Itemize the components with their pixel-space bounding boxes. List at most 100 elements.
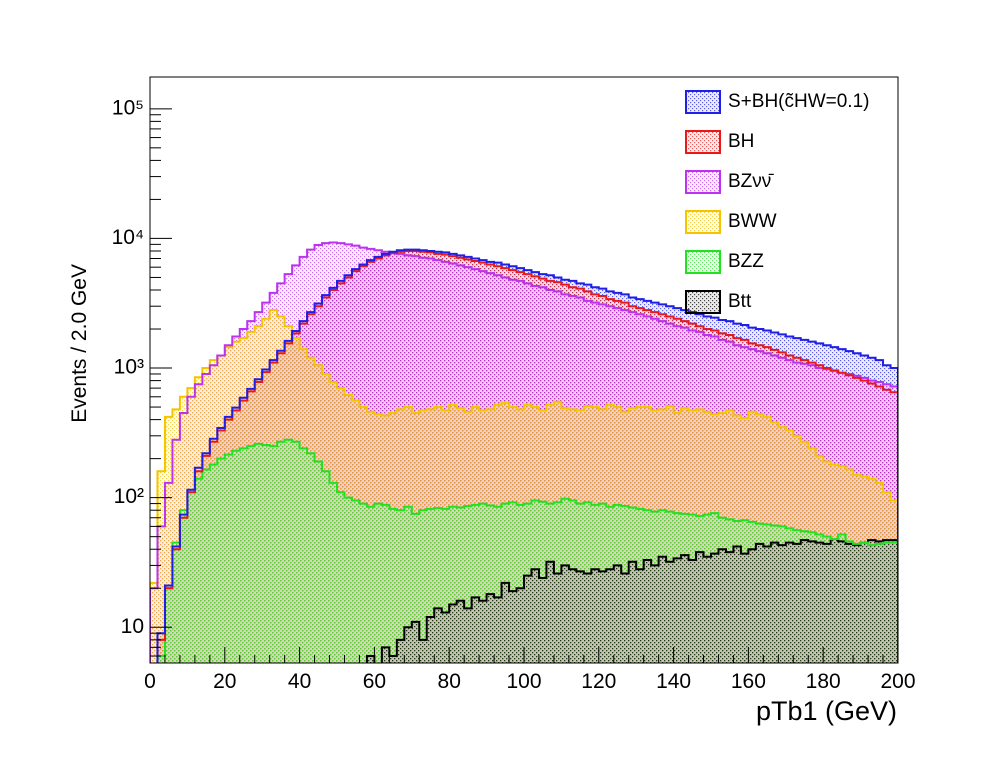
bin <box>755 543 764 663</box>
y-tick-label: 10⁵ <box>112 96 144 119</box>
bin <box>815 542 824 663</box>
bin <box>666 561 674 663</box>
bin <box>673 558 682 663</box>
x-tick-label: 160 <box>731 670 766 693</box>
bin <box>441 612 450 663</box>
legend-label: BH <box>728 131 754 152</box>
bin <box>396 510 405 663</box>
x-tick-label: 100 <box>506 670 541 693</box>
bin <box>322 471 330 663</box>
bin <box>389 508 397 663</box>
bin <box>337 492 345 663</box>
legend-swatch <box>685 90 721 114</box>
bin <box>509 591 517 663</box>
bin <box>262 444 270 663</box>
legend-label: BZνν̄ <box>728 171 774 192</box>
bin <box>643 560 652 663</box>
bin <box>269 446 278 663</box>
bin <box>449 604 457 663</box>
bin <box>157 656 165 663</box>
bin <box>501 582 510 663</box>
bin <box>853 545 861 663</box>
series-fill <box>366 538 898 663</box>
x-tick-label: 20 <box>213 670 236 693</box>
bin <box>359 503 367 663</box>
bin <box>187 492 195 663</box>
bin <box>456 600 465 663</box>
bin <box>770 542 779 663</box>
series-outline <box>150 537 898 663</box>
bin <box>838 541 846 663</box>
bin <box>868 540 876 663</box>
bin <box>494 597 502 663</box>
legend-label: BWW <box>728 211 777 232</box>
bin <box>464 506 472 663</box>
bin <box>239 448 248 663</box>
bin <box>209 464 218 663</box>
bin <box>628 561 637 663</box>
bin <box>314 461 323 663</box>
x-tick-label: 200 <box>880 670 915 693</box>
y-tick-label: 10⁴ <box>112 226 144 249</box>
bin <box>396 639 405 663</box>
series-outline <box>150 438 898 663</box>
bin <box>890 540 898 663</box>
bin <box>568 569 577 663</box>
bin <box>381 504 390 663</box>
bin <box>277 441 285 663</box>
bin <box>464 608 472 663</box>
bin <box>808 541 816 663</box>
bin <box>486 505 495 663</box>
legend: S+BH(c̃HW=0.1) BH BZνν̄ BWW BZZ Btt <box>685 90 869 314</box>
bin <box>785 542 794 663</box>
bin <box>179 510 188 663</box>
bin <box>516 588 524 663</box>
legend-swatch <box>685 250 721 274</box>
bin <box>419 639 427 663</box>
bin <box>591 569 599 663</box>
bin <box>546 561 554 663</box>
legend-swatch <box>685 170 721 194</box>
x-tick-label: 180 <box>806 670 841 693</box>
legend-swatch <box>685 130 721 154</box>
y-tick-label: 10 <box>121 615 144 638</box>
bin <box>778 545 786 663</box>
x-tick-label: 80 <box>438 670 461 693</box>
bin <box>733 546 741 663</box>
bin <box>681 555 689 663</box>
series-outline <box>150 309 898 663</box>
y-axis-label: Events / 2.0 GeV <box>68 264 91 423</box>
bin <box>688 560 697 663</box>
bin <box>740 553 749 663</box>
legend-label: Btt <box>728 291 752 312</box>
bin <box>202 469 210 663</box>
bin <box>351 500 360 663</box>
bin <box>471 597 480 663</box>
bin <box>164 416 173 663</box>
bin <box>164 588 173 663</box>
bin <box>284 439 293 663</box>
bin <box>411 513 420 663</box>
bin <box>621 573 629 663</box>
bin <box>172 542 180 663</box>
bin <box>553 573 562 663</box>
bin <box>299 448 308 663</box>
bin <box>658 556 667 663</box>
bin <box>471 504 480 663</box>
bin <box>366 506 375 663</box>
bin <box>247 446 255 663</box>
bin <box>845 543 854 663</box>
bin <box>711 553 719 663</box>
bin <box>254 443 263 663</box>
bin <box>389 656 397 663</box>
bin <box>486 594 495 663</box>
bin <box>576 571 584 663</box>
bin <box>232 450 240 663</box>
bin <box>636 569 644 663</box>
x-tick-label: 120 <box>581 670 616 693</box>
bin <box>329 482 337 663</box>
bin <box>509 502 517 663</box>
plot-area <box>150 241 898 663</box>
